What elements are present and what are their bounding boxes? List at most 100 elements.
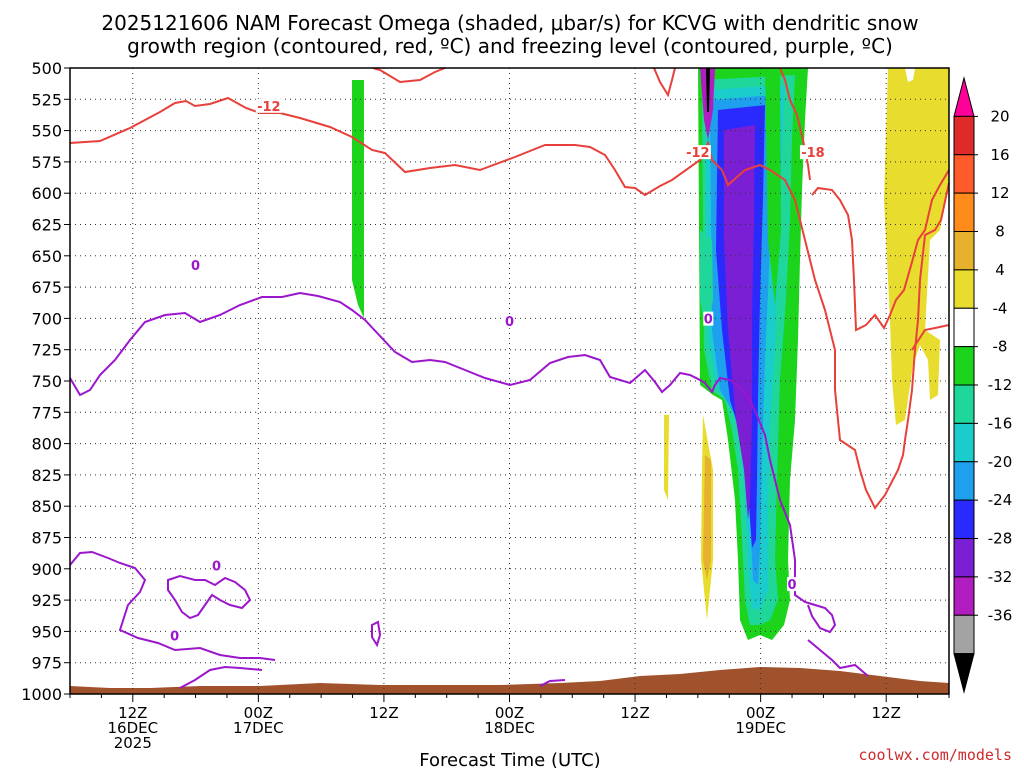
colorbar-cell [953,154,975,194]
y-tick-label: 750 [31,372,62,391]
x-tick-label: 12Z [369,704,398,722]
contour-label: 0 [170,629,179,644]
x-tick-label: 00Z [746,704,775,722]
colorbar-label: -36 [988,606,1013,624]
x-tick-label: 17DEC [233,719,284,737]
omega-shade-yellow [664,415,669,500]
y-tick-label: 875 [31,529,62,548]
contour-label-bg [255,98,282,113]
colorbar-cell [953,76,975,117]
chart-title-line2: growth region (contoured, red, ºC) and f… [127,34,893,58]
colorbar-cell [953,614,975,655]
colorbar-cell [953,115,975,156]
colorbar-label: 16 [990,146,1009,164]
colorbar-cell [953,538,975,578]
x-tick-label: 12Z [118,704,147,722]
freezing-level-line [69,291,837,634]
plot-area: -12 -12 -18 0 0 0 0 0 0 [69,67,950,695]
colorbar: 20 16 12 8 4 -4 -8 -12 -16 -20 -24 -28 -32 -36 [953,76,1013,694]
colorbar-label: 12 [990,184,1009,202]
y-tick-label: 550 [31,122,62,141]
omega-shade-orange [703,455,711,580]
y-tick-label: 575 [31,153,62,172]
terrain [70,667,949,694]
dgz-contour-line [653,67,676,98]
contour-label-bg [169,628,180,643]
colorbar-label: -28 [988,530,1013,548]
y-tick-label: 925 [31,591,62,610]
contour-label: 0 [704,313,713,328]
y-tick-label: 600 [31,184,62,203]
omega-shade-white [905,68,915,82]
contour-label: 0 [191,259,200,274]
colorbar-cell [953,653,975,694]
x-tick-label: 12Z [872,704,901,722]
dgz-contour-line [779,67,811,181]
colorbar-label: 8 [995,223,1005,241]
y-tick-label: 900 [31,560,62,579]
colorbar-cell [953,231,975,271]
freezing-level-contours [69,291,869,689]
y-tick-label: 725 [31,341,62,360]
colorbar-label: -24 [988,491,1013,509]
colorbar-label: -32 [988,568,1013,586]
x-tick-label: 19DEC [735,719,786,737]
x-tick-label: 00Z [495,704,524,722]
dgz-contour-line [911,324,950,351]
colorbar-cell [953,269,975,309]
contour-label-bg [211,558,222,573]
colorbar-cell [953,576,975,616]
omega-shade-purple [724,125,755,520]
colorbar-label: 20 [990,107,1009,125]
contour-label: 0 [505,315,514,330]
freezing-level-line [69,550,276,661]
colorbar-label: -8 [993,338,1008,356]
y-tick-label: 775 [31,403,62,422]
colorbar-label: -20 [988,453,1013,471]
contour-label: -18 [801,146,825,161]
y-tick-label: 625 [31,216,62,235]
freezing-level-line [167,574,252,620]
freezing-level-line [179,665,263,689]
omega-shade-teal [700,230,713,330]
credit-text: coolwx.com/models [858,746,1012,764]
chart-title-line1: 2025121606 NAM Forecast Omega (shaded, μ… [101,11,918,35]
contour-label-bg [684,145,711,160]
x-tick-label: 12Z [620,704,649,722]
freezing-level-line [807,639,869,677]
y-tick-label: 525 [31,90,62,109]
x-tick-label: 2025 [114,734,152,752]
contour-label: 0 [788,578,797,593]
contour-label-bg [787,577,798,592]
x-tick-label: 16DEC [107,719,158,737]
colorbar-label: -4 [993,299,1008,317]
colorbar-cell [953,346,975,386]
contour-label: -12 [686,146,710,161]
y-tick-label: 675 [31,278,62,297]
y-tick-label: 850 [31,497,62,516]
y-tick-label: 825 [31,466,62,485]
freezing-level-line [371,620,382,648]
dgz-contour-line [811,169,950,332]
y-tick-label: 800 [31,435,62,454]
colorbar-cell [953,384,975,424]
omega-shade-green [765,68,781,305]
y-tick-label: 975 [31,654,62,673]
omega-shade-black [706,68,710,112]
colorbar-cell [953,307,975,348]
colorbar-label: -16 [988,414,1013,432]
contour-label-bg [504,314,515,329]
y-tick-label: 500 [31,59,62,78]
colorbar-label: 4 [995,261,1005,279]
y-tick-label: 950 [31,622,62,641]
freezing-level-line [539,679,566,687]
y-tick-label: 650 [31,247,62,266]
contour-label-bg [703,311,714,326]
colorbar-cell [953,422,975,463]
y-axis: 500 525 550 575 600 625 650 675 700 725 750 775 800 8… [21,59,70,704]
dgz-contour-line [372,67,446,84]
colorbar-cell [953,461,975,501]
contour-label: 0 [212,559,221,574]
